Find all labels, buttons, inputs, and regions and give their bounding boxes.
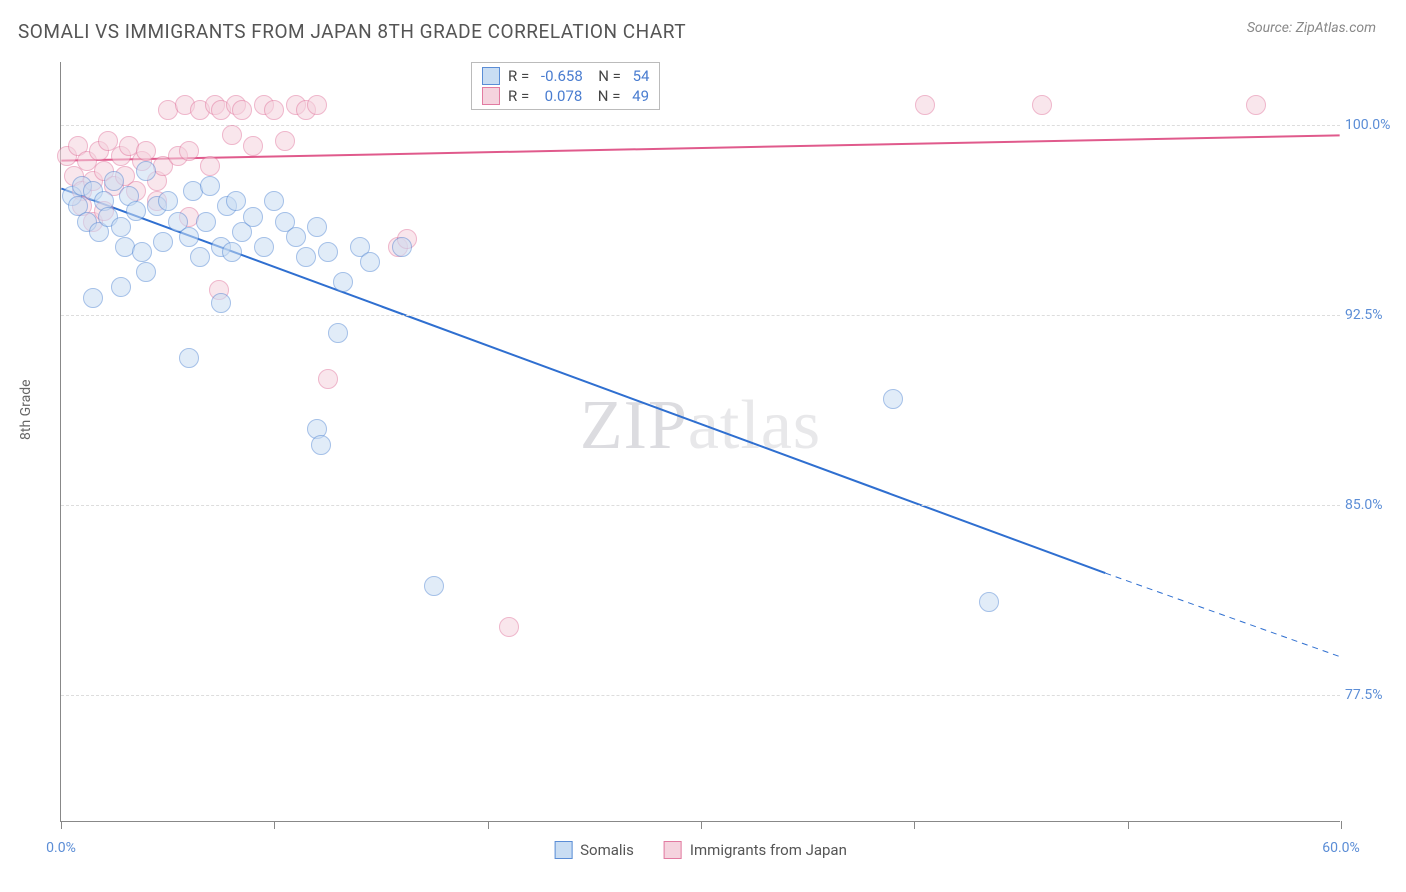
watermark-brand-a: ZIP xyxy=(580,387,688,464)
scatter-point-blue xyxy=(296,247,316,267)
x-tick xyxy=(488,821,489,829)
swatch-pink xyxy=(664,841,682,859)
x-tick xyxy=(1341,821,1342,829)
stats-row-blue: R = -0.658 N = 54 xyxy=(482,67,649,85)
scatter-point-blue xyxy=(979,592,999,612)
x-tick xyxy=(61,821,62,829)
scatter-point-pink xyxy=(179,141,199,161)
r-label: R = xyxy=(508,87,533,105)
x-tick-label: 60.0% xyxy=(1322,840,1360,856)
pink-r-value: 0.078 xyxy=(541,87,582,105)
scatter-point-pink xyxy=(222,125,242,145)
stats-row-pink: R = 0.078 N = 49 xyxy=(482,87,649,105)
legend-item-blue: Somalis xyxy=(554,841,634,859)
scatter-point-blue xyxy=(196,212,216,232)
scatter-point-blue xyxy=(190,247,210,267)
scatter-point-pink xyxy=(232,100,252,120)
scatter-point-blue xyxy=(83,288,103,308)
legend-label-blue: Somalis xyxy=(580,841,634,859)
scatter-point-blue xyxy=(243,207,263,227)
scatter-point-blue xyxy=(254,237,274,257)
y-axis-label: 8th Grade xyxy=(18,379,34,440)
scatter-point-blue xyxy=(226,191,246,211)
gridline xyxy=(61,695,1340,696)
y-tick-label: 92.5% xyxy=(1345,307,1400,323)
n-label: N = xyxy=(590,87,624,105)
scatter-point-blue xyxy=(153,232,173,252)
scatter-point-blue xyxy=(179,348,199,368)
scatter-point-blue xyxy=(132,242,152,262)
blue-n-value: 54 xyxy=(633,67,650,85)
y-tick-label: 85.0% xyxy=(1345,497,1400,513)
scatter-point-pink xyxy=(200,156,220,176)
scatter-point-blue xyxy=(264,191,284,211)
trend-lines-layer xyxy=(61,62,1340,821)
gridline xyxy=(61,125,1340,126)
gridline xyxy=(61,505,1340,506)
scatter-point-blue xyxy=(136,262,156,282)
scatter-point-blue xyxy=(883,389,903,409)
x-tick xyxy=(274,821,275,829)
scatter-point-blue xyxy=(392,237,412,257)
scatter-point-blue xyxy=(311,435,331,455)
watermark-brand-b: atlas xyxy=(688,387,821,464)
swatch-blue xyxy=(482,67,500,85)
pink-n-value: 49 xyxy=(632,87,649,105)
scatter-point-blue xyxy=(307,217,327,237)
scatter-point-blue xyxy=(136,161,156,181)
gridline xyxy=(61,315,1340,316)
scatter-point-blue xyxy=(179,227,199,247)
scatter-point-pink xyxy=(499,617,519,637)
scatter-point-pink xyxy=(318,369,338,389)
x-tick xyxy=(1128,821,1129,829)
n-label: N = xyxy=(591,67,625,85)
scatter-point-blue xyxy=(211,293,231,313)
legend-item-pink: Immigrants from Japan xyxy=(664,841,847,859)
x-tick xyxy=(701,821,702,829)
watermark: ZIPatlas xyxy=(580,386,821,466)
source-attribution: Source: ZipAtlas.com xyxy=(1247,20,1376,36)
scatter-point-pink xyxy=(307,95,327,115)
scatter-point-blue xyxy=(111,277,131,297)
scatter-point-pink xyxy=(1032,95,1052,115)
scatter-point-blue xyxy=(424,576,444,596)
swatch-blue xyxy=(554,841,572,859)
series-legend: Somalis Immigrants from Japan xyxy=(554,841,847,859)
chart-title: SOMALI VS IMMIGRANTS FROM JAPAN 8TH GRAD… xyxy=(18,20,686,43)
scatter-point-pink xyxy=(136,141,156,161)
scatter-point-blue xyxy=(158,191,178,211)
scatter-point-blue xyxy=(104,171,124,191)
scatter-point-pink xyxy=(1246,95,1266,115)
source-label: Source: xyxy=(1247,20,1296,36)
stats-legend: R = -0.658 N = 54 R = 0.078 N = 49 xyxy=(471,62,660,110)
scatter-point-blue xyxy=(200,176,220,196)
scatter-point-pink xyxy=(275,131,295,151)
swatch-pink xyxy=(482,87,500,105)
scatter-point-blue xyxy=(126,201,146,221)
r-label: R = xyxy=(508,67,533,85)
scatter-point-blue xyxy=(318,242,338,262)
source-name: ZipAtlas.com xyxy=(1296,20,1376,36)
scatter-point-blue xyxy=(328,323,348,343)
scatter-point-blue xyxy=(333,272,353,292)
scatter-point-pink xyxy=(243,136,263,156)
y-tick-label: 77.5% xyxy=(1345,687,1400,703)
legend-label-pink: Immigrants from Japan xyxy=(690,841,847,859)
chart-plot-area: ZIPatlas R = -0.658 N = 54 R = 0.078 N =… xyxy=(60,62,1340,822)
trend-line xyxy=(1105,573,1339,656)
scatter-point-pink xyxy=(915,95,935,115)
x-tick-label: 0.0% xyxy=(46,840,76,856)
scatter-point-blue xyxy=(222,242,242,262)
scatter-point-blue xyxy=(360,252,380,272)
scatter-point-pink xyxy=(264,100,284,120)
blue-r-value: -0.658 xyxy=(541,67,583,85)
scatter-point-blue xyxy=(111,217,131,237)
x-tick xyxy=(914,821,915,829)
y-tick-label: 100.0% xyxy=(1345,117,1400,133)
scatter-point-blue xyxy=(286,227,306,247)
